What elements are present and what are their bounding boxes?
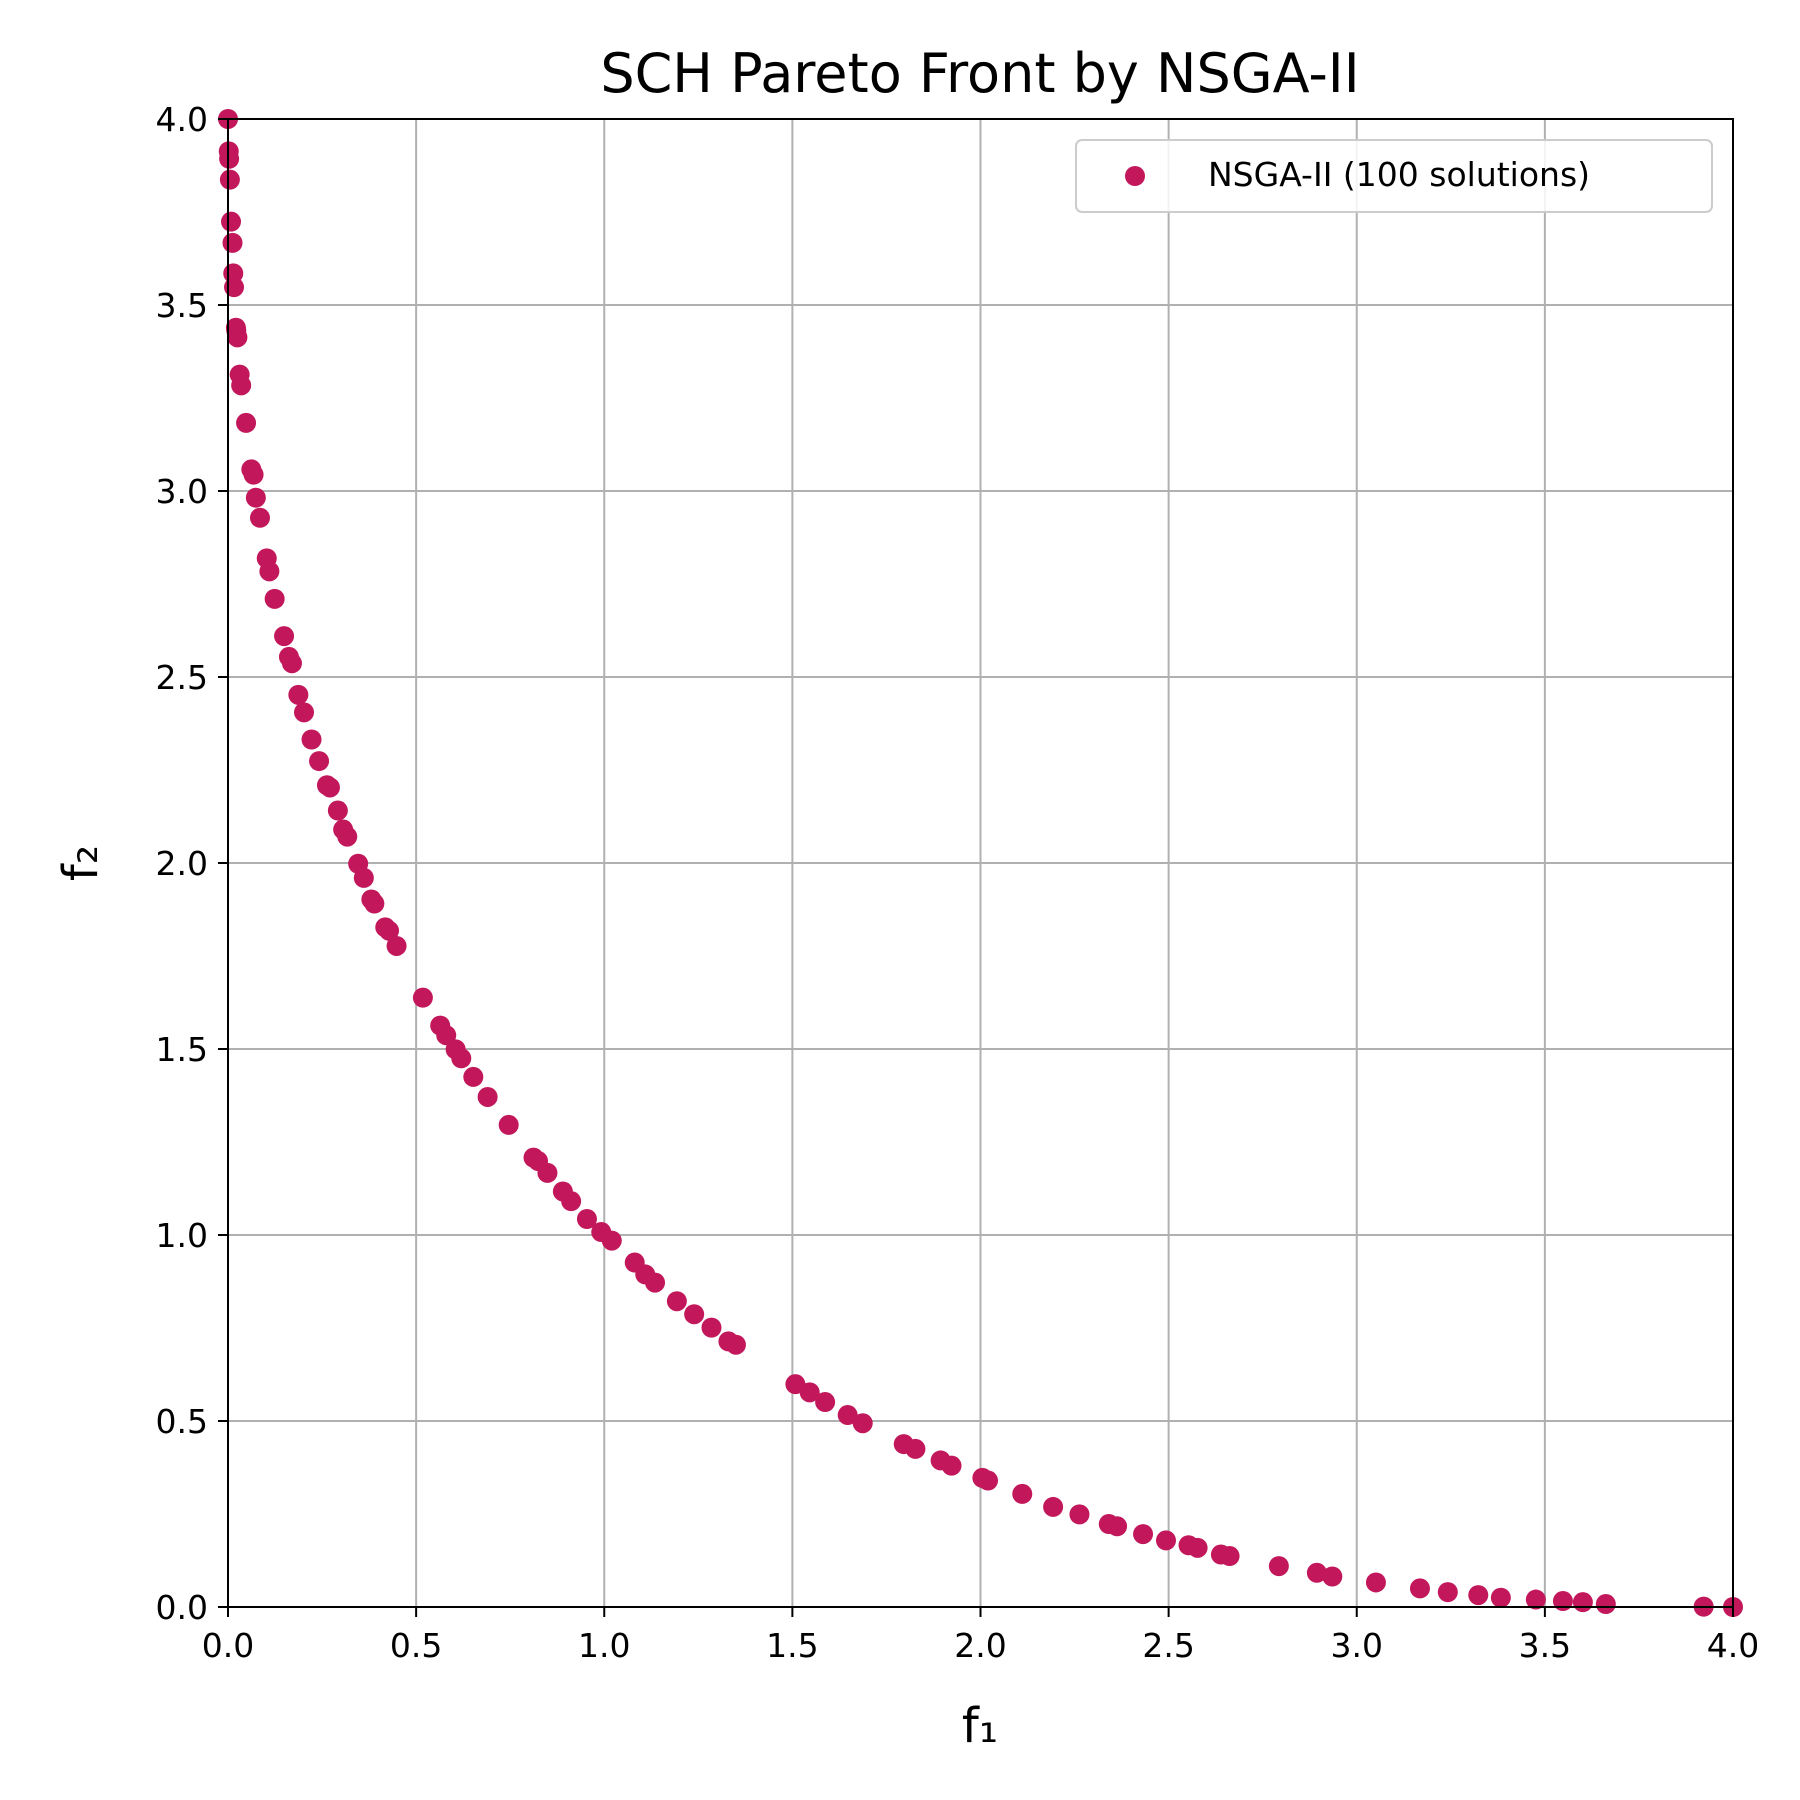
y-tick-label: 3.5 [156, 286, 208, 325]
data-point [1595, 1594, 1616, 1615]
data-point [281, 653, 302, 674]
y-axis-label: f₂ [53, 845, 109, 881]
data-point [1069, 1504, 1090, 1525]
data-point [224, 277, 245, 298]
data-point [1572, 1592, 1593, 1613]
data-point [1525, 1589, 1546, 1610]
data-point [1155, 1530, 1176, 1551]
x-tick-label: 4.0 [1707, 1626, 1759, 1665]
y-tick-label: 0.0 [156, 1588, 208, 1627]
data-point [1437, 1582, 1458, 1603]
tick-labels: 0.0 0.5 1.0 1.5 2.0 2.5 3.0 3.5 4.0 0.0 0.5 1.0 1.5 2… [156, 100, 1760, 1665]
x-tick-label: 0.5 [390, 1626, 442, 1665]
x-tick-label: 3.5 [1519, 1626, 1571, 1665]
data-point [412, 987, 433, 1008]
x-tick-label: 2.5 [1142, 1626, 1194, 1665]
data-point [236, 412, 257, 433]
data-point [701, 1317, 722, 1338]
data-point [301, 729, 322, 750]
legend: NSGA-II (100 solutions) [1075, 139, 1713, 213]
axis-ticks [218, 118, 1734, 1617]
x-tick-label: 0.0 [202, 1626, 254, 1665]
data-point [1043, 1496, 1064, 1517]
data-point [309, 751, 330, 772]
data-point [666, 1291, 687, 1312]
data-point [684, 1304, 705, 1325]
data-point [576, 1209, 597, 1230]
data-point [905, 1438, 926, 1459]
y-tick-label: 0.5 [156, 1402, 208, 1441]
x-tick-label: 3.0 [1331, 1626, 1383, 1665]
data-point [222, 232, 243, 253]
data-point [353, 867, 374, 888]
data-point [1365, 1572, 1386, 1593]
data-point [219, 169, 240, 190]
data-point [1490, 1587, 1511, 1608]
data-point [1409, 1578, 1430, 1599]
data-point [837, 1405, 858, 1426]
data-point [379, 920, 400, 941]
data-point [799, 1382, 820, 1403]
data-point [243, 464, 264, 485]
y-tick-label: 2.0 [156, 844, 208, 883]
data-point [294, 702, 315, 723]
chart-title: SCH Pareto Front by NSGA-II [600, 42, 1359, 105]
data-point [227, 327, 248, 348]
data-point [1219, 1546, 1240, 1567]
data-point [231, 375, 252, 396]
legend-marker [1125, 166, 1145, 186]
data-point [1468, 1585, 1489, 1606]
data-point [1012, 1483, 1033, 1504]
data-point [1187, 1537, 1208, 1558]
data-point [815, 1392, 836, 1413]
data-point [978, 1470, 999, 1491]
data-point [561, 1191, 582, 1212]
data-point [601, 1230, 622, 1251]
legend-label: NSGA-II (100 solutions) [1208, 155, 1590, 194]
data-point [645, 1272, 666, 1293]
data-point [463, 1066, 484, 1087]
data-point [436, 1025, 457, 1046]
data-point [264, 588, 285, 609]
data-point [1133, 1524, 1154, 1545]
data-point [1306, 1562, 1327, 1583]
data-point [386, 935, 407, 956]
x-axis-label: f₁ [962, 1698, 998, 1754]
data-point [1268, 1556, 1289, 1577]
data-point [852, 1413, 873, 1434]
data-point [725, 1334, 746, 1355]
data-point [451, 1048, 472, 1069]
data-point [364, 893, 385, 914]
x-tick-label: 2.0 [954, 1626, 1006, 1665]
data-point [245, 487, 266, 508]
data-point [1552, 1591, 1573, 1612]
legend-box [1075, 139, 1713, 213]
data-point [1107, 1516, 1128, 1537]
x-tick-label: 1.5 [766, 1626, 818, 1665]
data-point [337, 826, 358, 847]
data-point [221, 211, 242, 232]
y-tick-label: 1.5 [156, 1030, 208, 1069]
data-point [288, 684, 309, 705]
x-tick-label: 1.0 [578, 1626, 630, 1665]
y-tick-label: 3.0 [156, 472, 208, 511]
y-tick-label: 1.0 [156, 1216, 208, 1255]
data-point [477, 1086, 498, 1107]
data-point [941, 1455, 962, 1476]
data-point [498, 1114, 519, 1135]
data-point [274, 626, 295, 647]
data-point [327, 800, 348, 821]
data-point [219, 148, 240, 169]
y-tick-label: 4.0 [156, 100, 208, 139]
data-point [537, 1162, 558, 1183]
data-point [319, 777, 340, 798]
data-point [259, 561, 280, 582]
y-tick-label: 2.5 [156, 658, 208, 697]
data-point [1322, 1566, 1343, 1587]
data-point [249, 507, 270, 528]
